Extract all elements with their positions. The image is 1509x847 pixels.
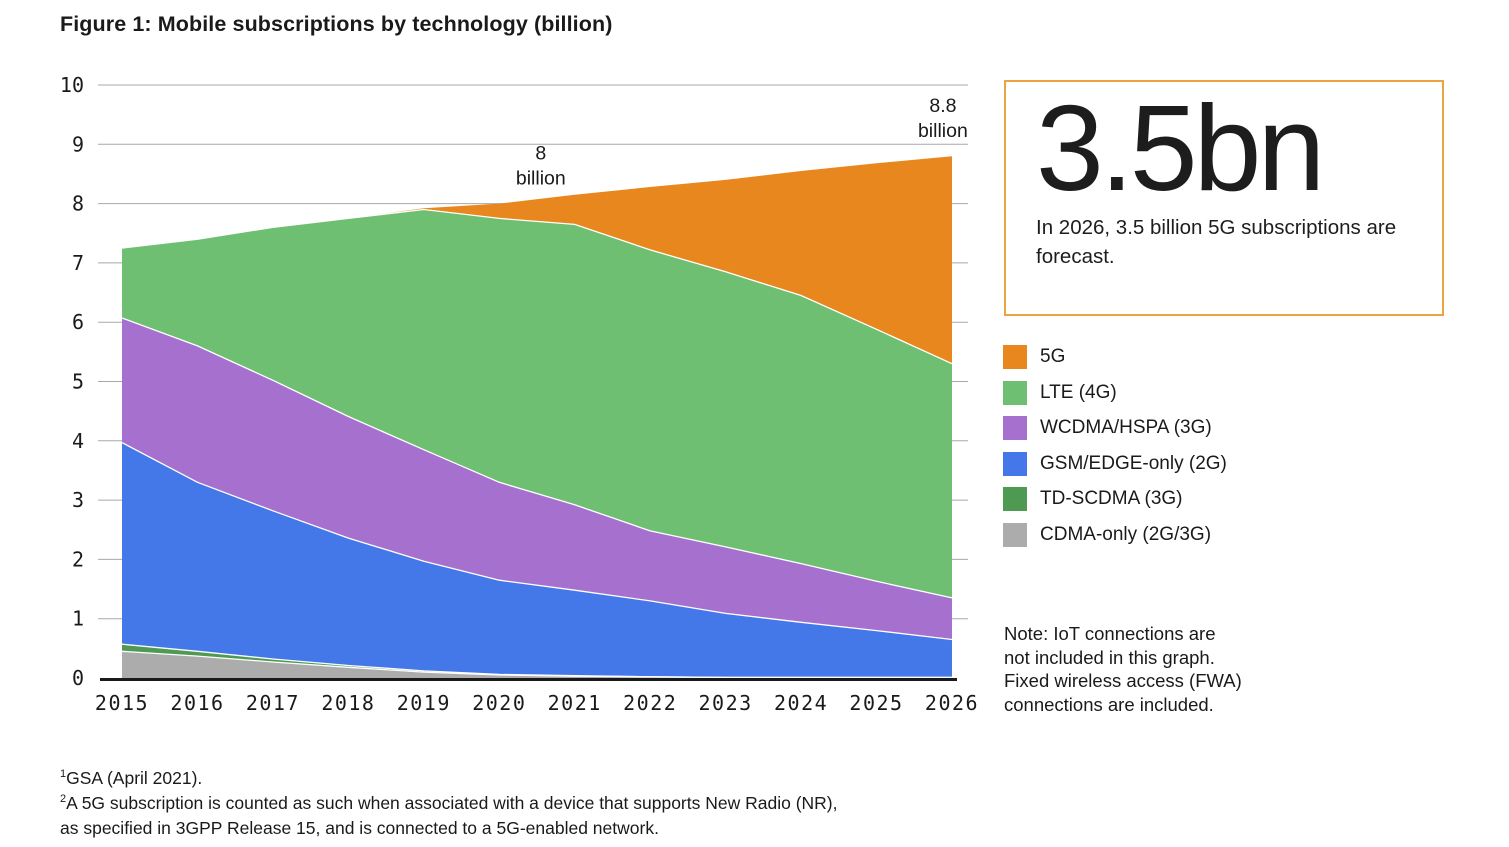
callout-description: In 2026, 3.5 billion 5G subscriptions ar… (1036, 216, 1397, 268)
band-seams (121, 208, 953, 679)
svg-text:3: 3 (72, 488, 84, 512)
legend-swatch-icon (1003, 345, 1027, 369)
legend-item: TD-SCDMA (3G) (1003, 487, 1227, 512)
svg-text:2018: 2018 (321, 691, 375, 715)
svg-text:2022: 2022 (623, 691, 677, 715)
legend-item: LTE (4G) (1003, 380, 1227, 405)
svg-text:8: 8 (535, 143, 546, 165)
legend-label: LTE (4G) (1040, 381, 1117, 403)
footnote: 1GSA (April 2021). (60, 766, 837, 791)
footnotes: 1GSA (April 2021). 2A 5G subscription is … (60, 766, 837, 841)
chart-legend: 5G LTE (4G) WCDMA/HSPA (3G) GSM/EDGE-only (… (1003, 345, 1227, 559)
svg-text:8.8: 8.8 (929, 95, 956, 117)
legend-item: CDMA-only (2G/3G) (1003, 522, 1227, 547)
footnote-marker: 1 (60, 768, 67, 781)
svg-text:billion: billion (516, 168, 566, 190)
legend-item: 5G (1003, 345, 1227, 369)
y-axis-tick-labels: 0 1 2 3 4 5 6 7 8 9 10 (60, 73, 84, 690)
svg-text:2025: 2025 (849, 691, 903, 715)
svg-text:2021: 2021 (548, 691, 602, 715)
footnote-marker: 2 (60, 793, 67, 806)
area-series-5g (122, 156, 952, 364)
area-series-cdma-only-2g-3g- (122, 651, 952, 678)
svg-text:2: 2 (72, 547, 84, 571)
figure-title: Figure 1: Mobile subscriptions by techno… (60, 12, 613, 36)
highlight-callout: 3.5bn In 2026, 3.5 billion 5G subscripti… (1004, 80, 1444, 316)
footnote-text: A 5G subscription is counted as such whe… (60, 792, 838, 838)
svg-text:2023: 2023 (699, 691, 753, 715)
svg-text:9: 9 (72, 132, 84, 156)
stacked-area-chart-svg: 0 1 2 3 4 5 6 7 8 9 10 2015 2016 2017 2018 2019 2020 2021… (60, 73, 979, 715)
legend-swatch-icon (1003, 380, 1027, 405)
chart-annotations: 8 billion 8.8 billion (516, 95, 968, 189)
area-series-gsm-edge-only-2g- (122, 442, 952, 678)
callout-big-number: 3.5bn (1036, 80, 1325, 216)
area-series-wcdma-hspa-3g- (122, 318, 952, 640)
legend-label: WCDMA/HSPA (3G) (1040, 417, 1212, 439)
x-axis-tick-labels: 2015 2016 2017 2018 2019 2020 2021 2022 2023 2024… (95, 691, 979, 715)
svg-text:2017: 2017 (246, 691, 300, 715)
svg-text:1: 1 (72, 607, 84, 631)
legend-label: 5G (1040, 346, 1066, 367)
svg-text:5: 5 (72, 370, 84, 394)
legend-item: WCDMA/HSPA (3G) (1003, 416, 1227, 441)
footnote: 2A 5G subscription is counted as such wh… (60, 791, 837, 841)
svg-text:4: 4 (72, 429, 84, 453)
legend-label: CDMA-only (2G/3G) (1040, 523, 1212, 545)
stacked-area-chart: 0 1 2 3 4 5 6 7 8 9 10 2015 2016 2017 2018 2019 2020 2021… (60, 73, 979, 715)
legend-swatch-icon (1003, 451, 1027, 476)
legend-swatch-icon (1003, 522, 1027, 547)
area-series-lte-4g- (122, 209, 952, 598)
svg-text:billion: billion (918, 120, 968, 142)
svg-text:0: 0 (72, 666, 84, 690)
svg-text:2019: 2019 (397, 691, 451, 715)
svg-text:2020: 2020 (472, 691, 526, 715)
svg-text:6: 6 (72, 310, 84, 334)
svg-text:8: 8 (72, 192, 84, 216)
legend-item: GSM/EDGE-only (2G) (1003, 451, 1227, 476)
legend-label: TD-SCDMA (3G) (1040, 488, 1183, 510)
svg-text:2016: 2016 (170, 691, 224, 715)
svg-text:7: 7 (72, 251, 84, 275)
svg-text:2024: 2024 (774, 691, 828, 715)
footnote-text: GSA (April 2021). (66, 768, 203, 788)
svg-text:2026: 2026 (925, 691, 979, 715)
svg-text:2015: 2015 (95, 691, 149, 715)
svg-text:10: 10 (60, 73, 84, 97)
note-text: Note: IoT connections are not included i… (1004, 623, 1242, 716)
legend-label: GSM/EDGE-only (2G) (1040, 452, 1227, 474)
legend-swatch-icon (1003, 416, 1027, 441)
area-series-group (122, 156, 952, 678)
legend-swatch-icon (1003, 487, 1027, 512)
